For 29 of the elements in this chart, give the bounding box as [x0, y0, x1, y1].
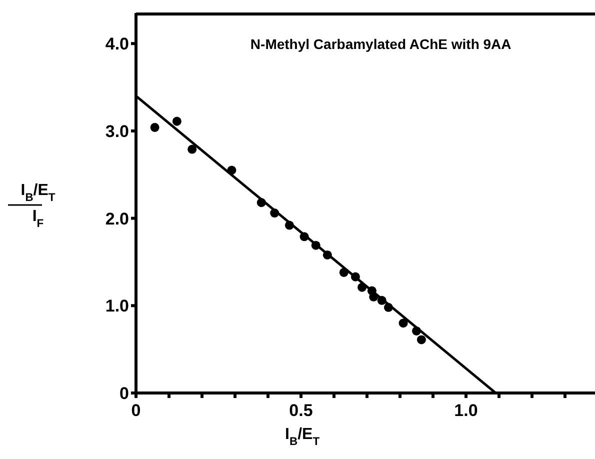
point — [150, 122, 160, 132]
x-tick-label: 0 — [131, 401, 141, 420]
point — [284, 220, 294, 230]
y-tick-label: 1.0 — [105, 296, 129, 316]
point — [358, 282, 367, 292]
point — [339, 268, 348, 277]
x-tick-label: 1.0 — [454, 401, 478, 420]
point — [300, 232, 309, 242]
y-tick-label: 3.0 — [105, 122, 129, 141]
point — [350, 272, 360, 282]
point — [256, 198, 266, 208]
point — [398, 318, 408, 328]
point — [172, 116, 182, 126]
point — [188, 144, 197, 154]
point — [311, 240, 320, 250]
point — [377, 296, 386, 305]
y-axis-title: I$_{B}$/E$_{T}$ I$_{F}$ — [20, 182, 56, 230]
x-axis-title: I$_{B}$/E$_{T}$ — [285, 426, 320, 448]
point — [227, 166, 236, 175]
point — [412, 326, 422, 336]
text: N-Methyl Carbamylated AChE with 9AA — [250, 36, 512, 52]
point — [322, 250, 332, 260]
y-tick-label: 2.0 — [105, 209, 129, 228]
point — [384, 302, 393, 312]
point — [270, 208, 280, 218]
point — [416, 335, 426, 344]
y-tick-label: 0 — [120, 384, 129, 404]
y-tick-label: 4.0 — [105, 34, 129, 54]
x-tick-label: 0.5 — [289, 401, 313, 420]
